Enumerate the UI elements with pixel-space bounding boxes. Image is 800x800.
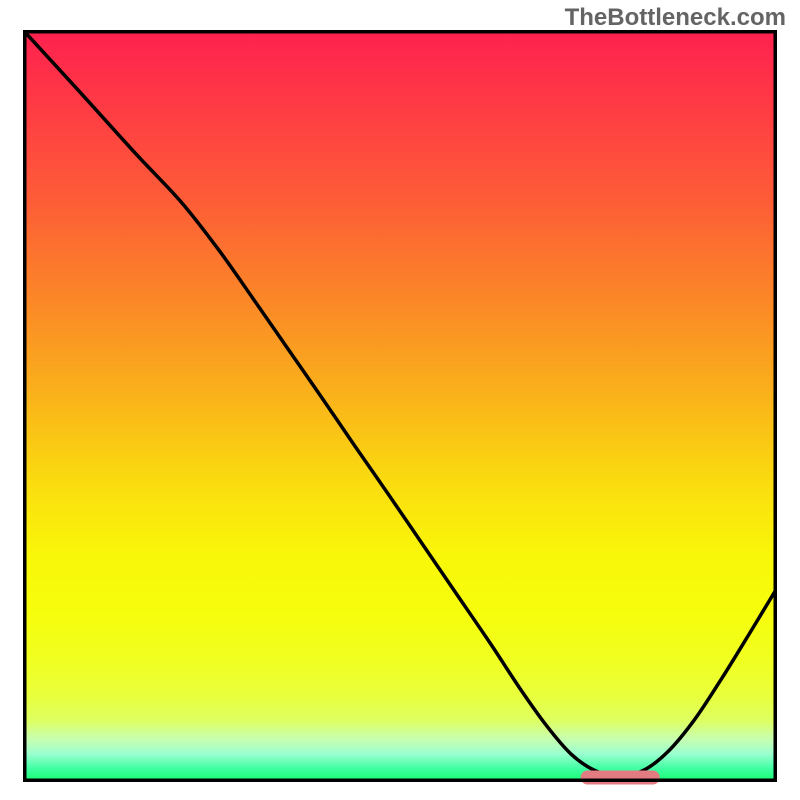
watermark-text: TheBottleneck.com <box>565 4 786 32</box>
stage: TheBottleneck.com <box>0 0 800 800</box>
optimal-range-marker <box>581 770 660 784</box>
chart-svg <box>0 0 800 800</box>
gradient-background <box>25 32 776 781</box>
